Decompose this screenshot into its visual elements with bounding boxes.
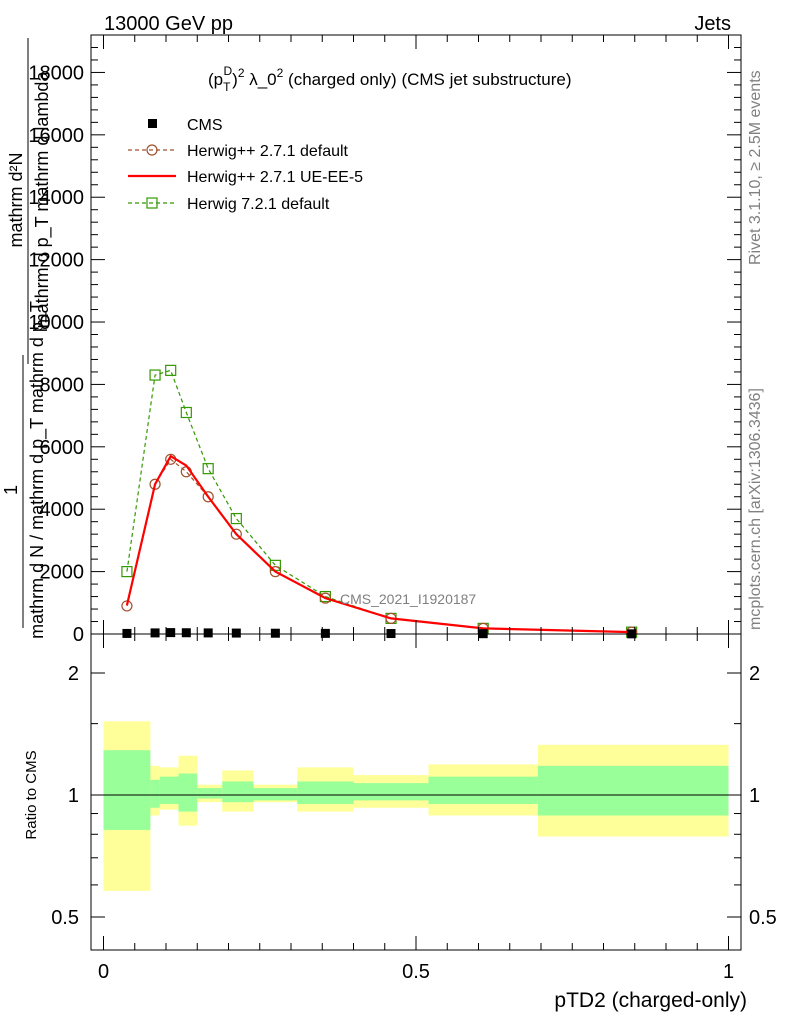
ratio-x-axis: 0 0.5 1 (98, 634, 734, 983)
y-tick-label: 0 (73, 624, 84, 646)
y-tick-label: 6000 (40, 437, 85, 459)
title-lambda: λ_0 (245, 70, 277, 89)
y-tick-label: 14000 (28, 187, 84, 209)
point-cms-data (150, 628, 160, 638)
ratio-x-label: pTD2 (charged-only) (554, 989, 747, 1012)
main-y-label: mathrm d²N mathrm d p_T mathrm d lambda … (1, 38, 53, 639)
point-herwigpp-default (149, 478, 161, 490)
ylabel-top-numerator: mathrm d²N (6, 152, 26, 247)
legend-marker-herwigpp-default (146, 144, 158, 156)
legend-marker-cms (148, 119, 157, 128)
x-tick-label: 0 (98, 961, 109, 983)
legend: CMS Herwig++ 2.7.1 default Herwig++ 2.7.… (128, 117, 363, 213)
mcplots-label: mcplots.cern.ch [arXiv:1306.3436] (747, 388, 764, 630)
point-cms-data (181, 628, 191, 638)
title-close: ) (232, 70, 238, 89)
svg-text:(pTD)2 λ_02 (charged only) (CM: (pTD)2 λ_02 (charged only) (CMS jet subs… (208, 64, 571, 94)
ylabel-one: 1 (1, 485, 21, 495)
ylabel-top-denominator: mathrm d p_T mathrm d lambda (32, 71, 53, 329)
title-sup-d: D (223, 64, 232, 78)
ratio-band-inner (297, 781, 354, 805)
ratio-y-tick-label-right: 2 (749, 663, 760, 685)
energy-label: 13000 GeV pp (104, 13, 233, 35)
ratio-y-tick-label: 1 (68, 785, 79, 807)
y-tick-label: 16000 (28, 125, 84, 147)
chart-title: (pTD)2 λ_02 (charged only) (CMS jet subs… (208, 64, 571, 94)
ratio-y-tick-label-right: 1 (749, 785, 760, 807)
ylabel-bottom-denominator: mathrm d N / mathrm d p_T mathrm d p_T (27, 301, 48, 639)
point-herwig7-default (149, 369, 161, 381)
legend-label-herwigpp-default: Herwig++ 2.7.1 default (187, 143, 349, 160)
ratio-y-tick-label-right: 0.5 (749, 907, 777, 929)
ratio-band-inner (222, 781, 254, 803)
title-sup2: 2 (238, 66, 245, 80)
y-tick-label: 18000 (28, 62, 84, 84)
x-tick-label: 1 (723, 961, 734, 983)
x-tick-label: 0.5 (402, 961, 430, 983)
ratio-band-inner (253, 788, 298, 801)
ratio-band-inner (159, 776, 179, 805)
y-tick-label: 4000 (40, 499, 85, 521)
legend-marker-herwig7-default (146, 197, 158, 209)
ratio-band-inner (353, 783, 429, 801)
y-tick-label: 10000 (28, 312, 84, 334)
ratio-y-tick-label: 0.5 (51, 907, 79, 929)
main-y-axis: 0 2000 4000 6000 8000 10000 12000 14000 16000 180… (28, 46, 741, 646)
ratio-plot-data (91, 721, 741, 891)
title-open: (p (208, 70, 223, 89)
ratio-band-inner (150, 779, 160, 808)
point-herwig7-default (202, 463, 214, 475)
point-cms-data (203, 628, 213, 638)
main-panel: 0 2000 4000 6000 8000 10000 12000 14000 16000 180… (1, 34, 742, 646)
point-herwigpp-default (230, 528, 242, 540)
legend-label-herwig7-default: Herwig 7.2.1 default (187, 196, 330, 213)
rivet-label: Rivet 3.1.10, ≥ 2.5M events (747, 70, 764, 265)
y-tick-label: 8000 (40, 374, 85, 396)
category-label: Jets (694, 13, 731, 35)
title-sup2b: 2 (277, 66, 284, 80)
ratio-band-inner (103, 750, 151, 830)
legend-label-cms: CMS (187, 117, 223, 134)
y-tick-label: 12000 (28, 250, 84, 272)
point-herwigpp-default (269, 566, 281, 578)
y-tick-label: 2000 (40, 562, 85, 584)
point-cms-data (122, 628, 132, 638)
point-herwig7-default (121, 566, 133, 578)
title-rest: (charged only) (CMS jet substructure) (283, 70, 571, 89)
point-herwigpp-default (319, 592, 331, 604)
point-cms-data (166, 628, 176, 638)
point-herwig7-default (230, 512, 242, 525)
point-herwigpp-default (202, 491, 214, 503)
ratio-y-axis: 0.5 0.5 1 1 2 2 (51, 663, 777, 929)
point-cms-data (270, 628, 280, 638)
point-herwig7-default (180, 406, 192, 419)
point-cms-data (320, 628, 330, 638)
point-herwig7-default (165, 364, 177, 376)
ratio-band-inner (537, 765, 729, 816)
main-x-axis (103, 35, 729, 634)
ratio-y-tick-label: 2 (68, 663, 79, 685)
ratio-band-inner (428, 776, 538, 805)
ratio-y-label: Ratio to CMS (23, 750, 40, 839)
ratio-band-inner (197, 788, 223, 799)
ratio-band-inner (178, 773, 198, 812)
legend-label-herwigpp-ueee5: Herwig++ 2.7.1 UE-EE-5 (187, 169, 363, 186)
point-cms-data (231, 628, 241, 638)
title-sub: T (223, 80, 231, 94)
ratio-panel: 0.5 0.51 12 2 0 0.5 1 Ratio to CMS pTD2 (char… (23, 633, 777, 1012)
watermark: CMS_2021_I1920187 (340, 591, 476, 607)
